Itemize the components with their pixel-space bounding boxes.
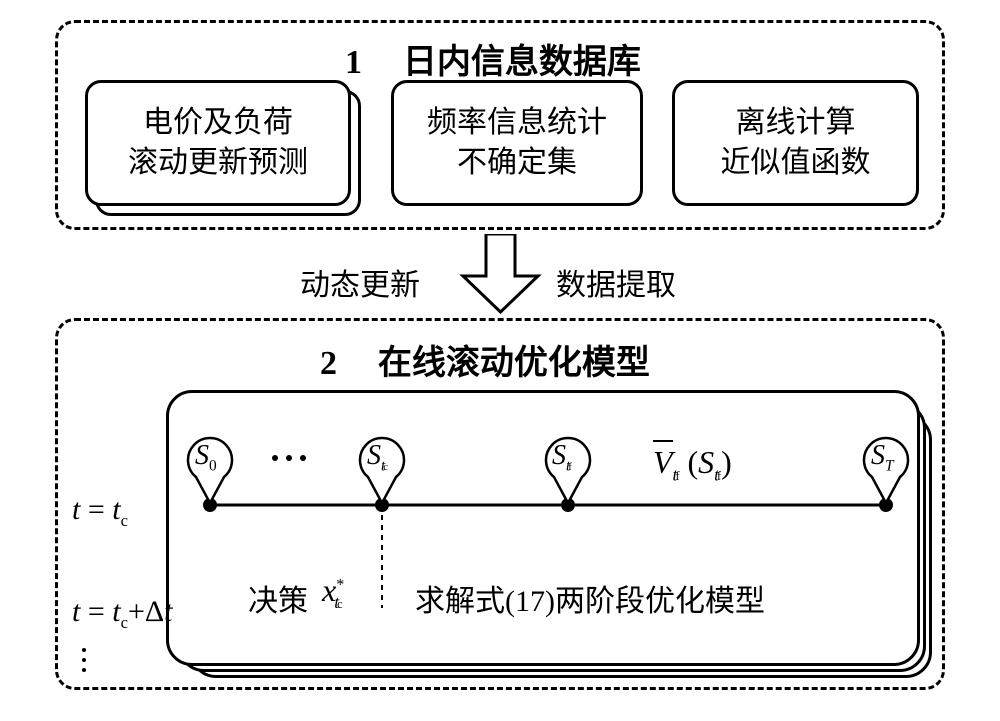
decision-label: 决策 xyxy=(248,576,308,620)
vbar-label: Vtf (Stf) xyxy=(653,440,732,485)
decision-var: x*tc xyxy=(322,572,343,613)
pin-stf-label: Stf xyxy=(552,440,572,476)
pin-sT-label: ST xyxy=(871,440,894,476)
pin-s0-label: S0 xyxy=(195,440,217,476)
timeline-ellipsis-icon xyxy=(272,455,306,461)
solve-label: 求解式(17)两阶段优化模型 xyxy=(415,576,765,620)
pin-stc-label: Stc xyxy=(367,440,388,476)
